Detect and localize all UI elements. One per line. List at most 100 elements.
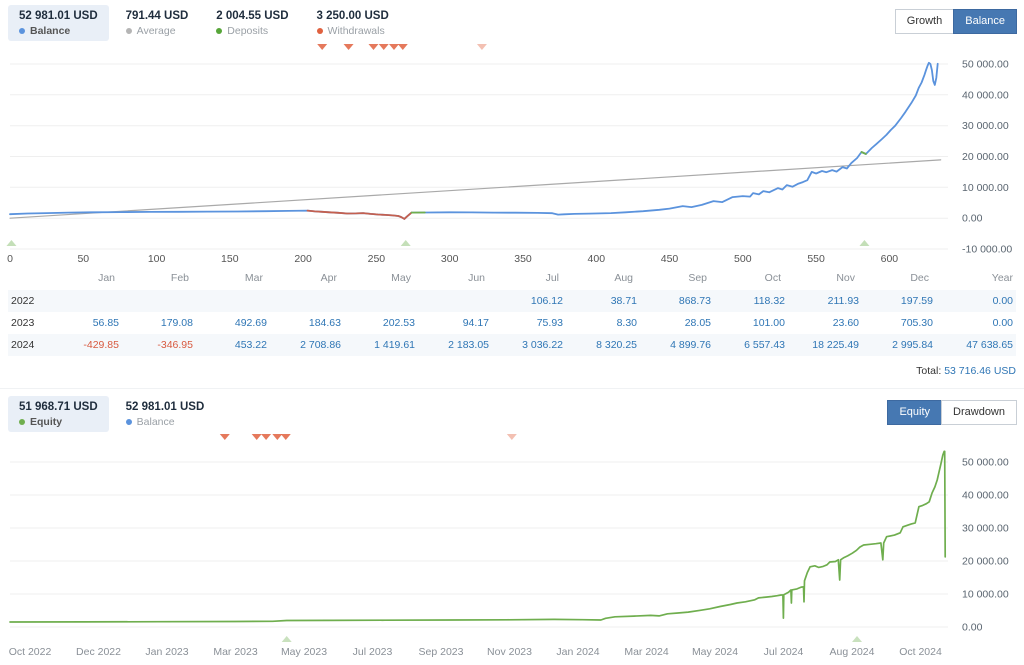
svg-text:-10 000.00: -10 000.00: [962, 244, 1012, 256]
withdrawals-label: Withdrawals: [327, 25, 385, 37]
svg-text:200: 200: [294, 253, 312, 265]
table-cell: -346.95: [157, 339, 193, 351]
svg-text:40 000.00: 40 000.00: [962, 89, 1009, 101]
balance2-dot-icon: [125, 419, 132, 425]
date-label: Dec 2022: [76, 646, 121, 658]
table-cell: 0.00: [992, 295, 1013, 307]
table-row-2022: 2022 106.12 38.71 868.73 118.32 211.93 197.59 0…: [8, 290, 1016, 312]
balance2-value: 52 981.01 USD: [125, 401, 205, 413]
withdrawals-value: 3 250.00 USD: [316, 10, 389, 22]
table-cell: 8.30: [616, 317, 637, 329]
average-label: Average: [136, 25, 176, 37]
month-label: Feb: [170, 272, 189, 284]
section-divider: [0, 388, 1024, 389]
svg-text:250: 250: [368, 253, 386, 265]
date-label: Nov 2023: [487, 646, 532, 658]
average-value: 791.44 USD: [125, 10, 189, 22]
date-label: May 2023: [280, 646, 328, 658]
svg-text:50 000.00: 50 000.00: [962, 457, 1009, 469]
year-cell: 2023: [11, 317, 35, 329]
equity-button[interactable]: Equity: [887, 400, 943, 425]
table-cell: 8 320.25: [596, 339, 637, 351]
growth-button[interactable]: Growth: [894, 9, 955, 34]
svg-text:350: 350: [514, 253, 532, 265]
month-label: Aug: [614, 272, 633, 284]
table-row-2024: 2024 -429.85 -346.95 453.22 2 708.86 1 419.61…: [8, 334, 1016, 356]
balance2-label: Balance: [136, 416, 175, 428]
month-label: May: [391, 272, 411, 284]
table-row-2023: 2023 56.85 179.08 492.69 184.63 202.53 94.17 75…: [8, 312, 1016, 334]
date-label: Oct 2024: [899, 646, 942, 658]
date-label: Oct 2022: [8, 646, 52, 658]
table-cell: 705.30: [900, 317, 933, 329]
svg-text:400: 400: [588, 253, 606, 265]
svg-text:0.00: 0.00: [962, 213, 983, 225]
svg-text:100: 100: [148, 253, 166, 265]
table-cell: 4 899.76: [670, 339, 711, 351]
drawdown-button[interactable]: Drawdown: [941, 400, 1017, 425]
year-cell: 2022: [11, 295, 35, 307]
table-cell: 1 419.61: [374, 339, 415, 351]
date-axis-labels: Oct 2022 Dec 2022 Jan 2023 Mar 2023 May 2023…: [0, 646, 1024, 660]
svg-text:20 000.00: 20 000.00: [962, 556, 1009, 568]
svg-text:450: 450: [661, 253, 679, 265]
month-label: Sep: [688, 272, 707, 284]
balance-button[interactable]: Balance: [953, 9, 1017, 34]
date-label: Jan 2023: [145, 646, 189, 658]
svg-text:50 000.00: 50 000.00: [962, 59, 1009, 71]
total-value: 53 716.46 USD: [944, 365, 1016, 377]
balance-label: Balance: [30, 25, 71, 37]
date-label: Aug 2024: [829, 646, 875, 658]
stat-card-balance[interactable]: 52 981.01 USD Balance: [8, 5, 109, 41]
balance-stats-bar: 52 981.01 USD Balance 791.44 USD Average…: [8, 5, 400, 41]
table-cell: 94.17: [462, 317, 489, 329]
svg-text:0.00: 0.00: [962, 622, 983, 634]
year-cell: 2024: [11, 339, 35, 351]
month-label: Nov: [836, 272, 855, 284]
stat-card-deposits[interactable]: 2 004.55 USD Deposits: [205, 5, 299, 41]
table-cell: 197.59: [900, 295, 933, 307]
svg-text:40 000.00: 40 000.00: [962, 490, 1009, 502]
table-cell: 184.63: [308, 317, 341, 329]
table-cell: 2 708.86: [300, 339, 341, 351]
table-cell: 0.00: [992, 317, 1013, 329]
equity-chart[interactable]: 50 000.00 40 000.00 30 000.00 20 000.00 10 0…: [0, 430, 1024, 646]
table-cell: 75.93: [536, 317, 563, 329]
date-label: Mar 2023: [213, 646, 258, 658]
balance-value: 52 981.01 USD: [19, 10, 98, 22]
svg-text:30 000.00: 30 000.00: [962, 523, 1009, 535]
table-cell: 28.05: [684, 317, 711, 329]
date-label: Sep 2023: [418, 646, 464, 658]
svg-text:0: 0: [7, 253, 13, 265]
stat-card-equity[interactable]: 51 968.71 USD Equity: [8, 396, 109, 432]
table-cell: 56.85: [92, 317, 119, 329]
growth-balance-toggle: Growth Balance: [894, 9, 1017, 34]
equity-stats-bar: 51 968.71 USD Equity 52 981.01 USD Balan…: [8, 396, 215, 432]
deposits-dot-icon: [216, 28, 223, 34]
equity-dot-icon: [19, 419, 25, 425]
table-cell: 47 638.65: [966, 339, 1013, 351]
table-cell: 106.12: [530, 295, 563, 307]
date-label: Mar 2024: [624, 646, 669, 658]
table-cell: 492.69: [234, 317, 267, 329]
date-label: Jan 2024: [556, 646, 600, 658]
month-label: Year: [991, 272, 1013, 284]
balance-chart[interactable]: 50 000.00 40 000.00 30 000.00 20 000.00 10 0…: [0, 38, 1024, 270]
stat-card-withdrawals[interactable]: 3 250.00 USD Withdrawals: [306, 5, 400, 41]
average-dot-icon: [125, 28, 132, 34]
month-label: Jan: [98, 272, 115, 284]
withdrawals-dot-icon: [316, 28, 323, 34]
month-label: Jul: [545, 272, 559, 284]
date-label: May 2024: [691, 646, 739, 658]
month-axis-labels: Jan Feb Mar Apr May Jun Jul Aug Sep Oct Nov Dec Year: [8, 272, 1016, 284]
table-cell: 18 225.49: [812, 339, 859, 351]
month-label: Apr: [320, 272, 337, 284]
total-label: Total:: [916, 365, 942, 377]
stat-card-average[interactable]: 791.44 USD Average: [115, 5, 200, 41]
stat-card-balance-2[interactable]: 52 981.01 USD Balance: [115, 396, 216, 432]
svg-text:50: 50: [77, 253, 89, 265]
month-label: Jun: [468, 272, 485, 284]
table-cell: 118.32: [753, 295, 785, 307]
svg-text:150: 150: [221, 253, 239, 265]
date-label: Jul 2023: [352, 646, 393, 658]
